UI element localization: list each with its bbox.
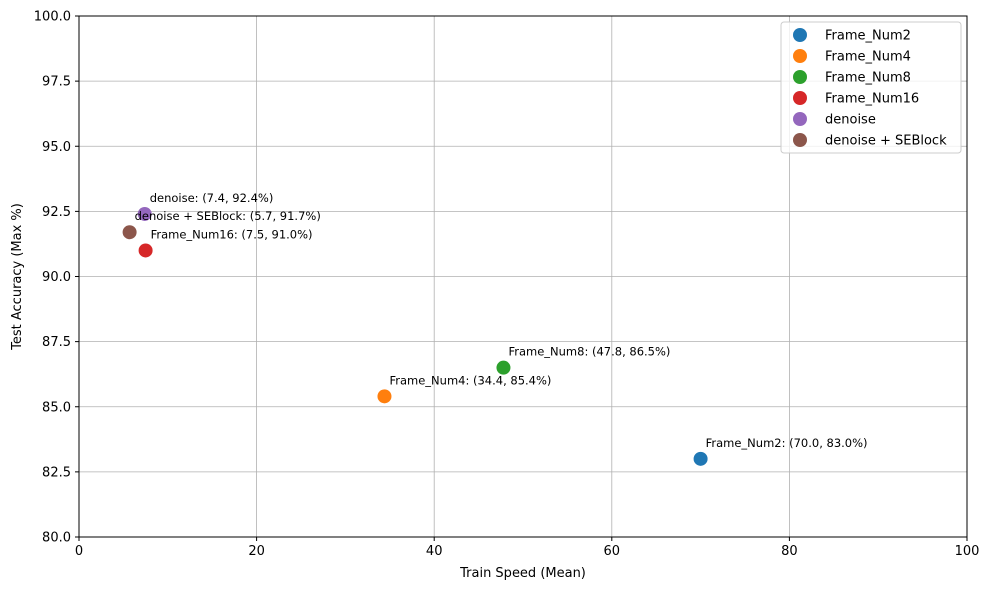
x-tick-label: 100 xyxy=(955,544,980,559)
x-axis-label: Train Speed (Mean) xyxy=(459,566,586,581)
y-axis-label: Test Accuracy (Max %) xyxy=(10,203,25,351)
legend-entry: denoise + SEBlock xyxy=(825,134,947,149)
legend-entry: Frame_Num16 xyxy=(825,92,919,107)
y-tick-label: 95.0 xyxy=(42,140,71,155)
legend-entry: Frame_Num8 xyxy=(825,71,911,86)
legend-entry: Frame_Num2 xyxy=(825,29,911,44)
legend-marker xyxy=(793,133,807,147)
legend-marker xyxy=(793,28,807,42)
y-tick-label: 80.0 xyxy=(42,531,71,546)
legend: Frame_Num2 Frame_Num4 Frame_Num8 Frame_Num1… xyxy=(780,21,962,154)
data-points xyxy=(122,206,708,466)
ticks: 0 20 40 60 80 100 80.0 82.5 85.0 87.5 90.0 92.5 95.0… xyxy=(34,10,980,560)
data-point xyxy=(496,360,511,375)
y-tick-label: 87.5 xyxy=(42,335,71,350)
y-tick-label: 82.5 xyxy=(42,465,71,480)
data-label: denoise + SEBlock: (5.7, 91.7%) xyxy=(135,209,321,223)
data-label: denoise: (7.4, 92.4%) xyxy=(150,191,274,205)
y-tick-label: 92.5 xyxy=(42,205,71,220)
x-tick-label: 80 xyxy=(781,544,798,559)
data-point xyxy=(138,243,153,258)
y-tick-label: 97.5 xyxy=(42,75,71,90)
data-point xyxy=(377,389,392,404)
legend-marker xyxy=(793,70,807,84)
legend-marker xyxy=(793,49,807,63)
y-tick-label: 85.0 xyxy=(42,400,71,415)
data-point xyxy=(137,206,152,221)
legend-marker xyxy=(793,112,807,126)
data-label: Frame_Num2: (70.0, 83.0%) xyxy=(706,436,868,450)
y-tick-label: 100.0 xyxy=(34,10,71,25)
data-point xyxy=(122,225,137,240)
data-label: Frame_Num4: (34.4, 85.4%) xyxy=(389,373,551,387)
legend-marker xyxy=(793,91,807,105)
data-label: Frame_Num16: (7.5, 91.0%) xyxy=(151,227,313,241)
data-point xyxy=(693,451,708,466)
x-tick-label: 0 xyxy=(75,544,83,559)
x-tick-label: 60 xyxy=(604,544,621,559)
y-tick-label: 90.0 xyxy=(42,270,71,285)
legend-entry: denoise xyxy=(825,113,876,128)
x-tick-label: 40 xyxy=(426,544,443,559)
data-label: Frame_Num8: (47.8, 86.5%) xyxy=(508,345,670,359)
legend-box xyxy=(780,21,962,154)
annotations: Frame_Num2: (70.0, 83.0%) Frame_Num4: (34… xyxy=(135,191,868,450)
x-tick-label: 20 xyxy=(248,544,265,559)
legend-entry: Frame_Num4 xyxy=(825,50,911,65)
